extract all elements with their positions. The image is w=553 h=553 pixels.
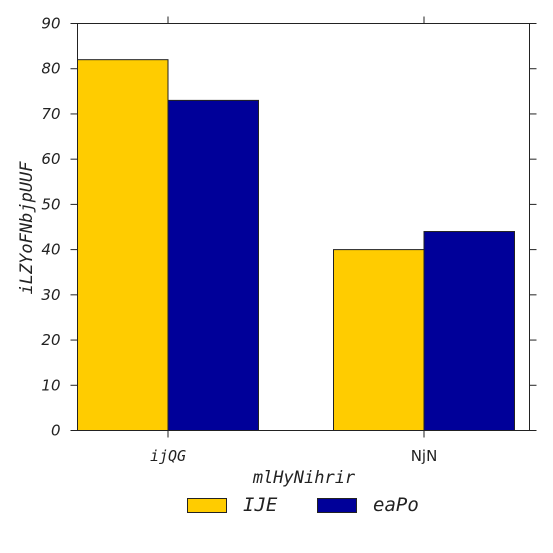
legend-swatch-eapo — [317, 498, 357, 513]
y-tick-label: 60 — [41, 150, 60, 168]
bar-eapo-njn — [423, 231, 515, 431]
y-axis-title: iLZYoFNbjpUUF — [17, 161, 37, 295]
bar-ije-ijqg — [77, 59, 169, 432]
bars-group — [77, 59, 515, 432]
y-tick-label: 0 — [51, 422, 61, 440]
y-tick-label: 50 — [41, 195, 60, 213]
plot-frame — [77, 23, 530, 431]
y-tick-label: 40 — [41, 241, 60, 259]
legend-label-eapo: eaPo — [373, 494, 419, 516]
legend-label-ije: IJE — [243, 494, 278, 516]
y-axis-ticks: 0 10 20 30 40 50 60 70 80 90 — [41, 15, 537, 440]
y-tick-label: 10 — [41, 376, 60, 394]
y-tick-label: 90 — [41, 15, 60, 33]
y-tick-label: 80 — [41, 60, 60, 78]
x-tick-label: NjN — [411, 447, 438, 465]
y-tick-label: 70 — [41, 105, 60, 123]
y-tick-label: 30 — [41, 286, 60, 304]
legend: IJE eaPo — [187, 494, 419, 516]
x-axis-title: mlHyNihrir — [252, 468, 356, 488]
y-tick-label: 20 — [41, 331, 60, 349]
bar-eapo-ijqg — [167, 99, 259, 431]
x-axis-ticks: ijQG NjN — [150, 16, 438, 465]
bar-ije-njn — [333, 249, 425, 431]
x-tick-label: ijQG — [150, 447, 186, 465]
legend-swatch-ije — [187, 498, 227, 513]
